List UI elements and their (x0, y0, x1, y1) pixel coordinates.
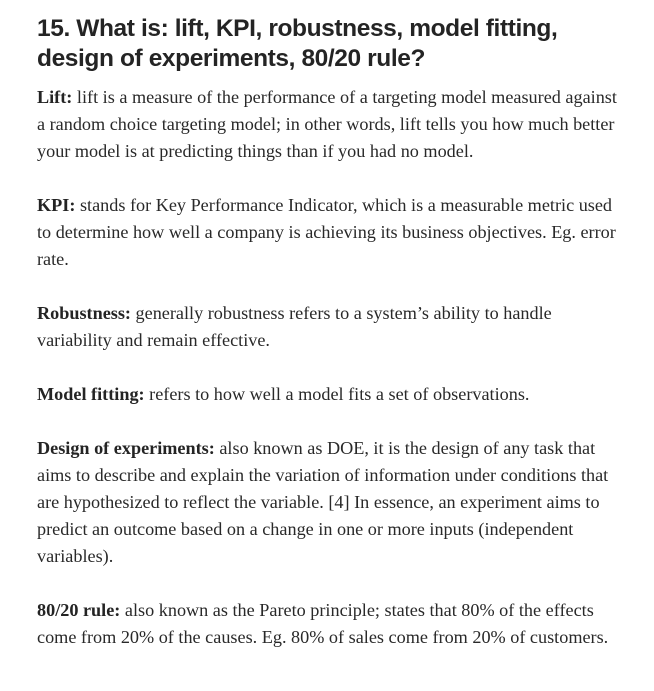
definition-text-design-of-experiments: also known as DOE, it is the design of a… (37, 438, 609, 566)
definition-design-of-experiments: Design of experiments: also known as DOE… (37, 435, 627, 570)
definition-80-20-rule: 80/20 rule: also known as the Pareto pri… (37, 597, 627, 651)
definition-text-80-20-rule: also known as the Pareto principle; stat… (37, 600, 609, 647)
article-body: 15. What is: lift, KPI, robustness, mode… (37, 14, 627, 651)
term-design-of-experiments: Design of experiments: (37, 438, 215, 458)
definition-model-fitting: Model fitting: refers to how well a mode… (37, 381, 627, 408)
term-lift: Lift: (37, 87, 73, 107)
definition-text-lift: lift is a measure of the performance of … (37, 87, 617, 161)
term-80-20-rule: 80/20 rule: (37, 600, 121, 620)
definition-text-model-fitting: refers to how well a model fits a set of… (144, 384, 530, 404)
definition-text-robustness: generally robustness refers to a system’… (37, 303, 552, 350)
definition-robustness: Robustness: generally robustness refers … (37, 300, 627, 354)
term-kpi: KPI: (37, 195, 76, 215)
definition-lift: Lift: lift is a measure of the performan… (37, 84, 627, 165)
section-heading: 15. What is: lift, KPI, robustness, mode… (37, 15, 558, 72)
definition-kpi: KPI: stands for Key Performance Indicato… (37, 192, 627, 273)
term-model-fitting: Model fitting: (37, 384, 145, 404)
definition-text-kpi: stands for Key Performance Indicator, wh… (37, 195, 616, 269)
term-robustness: Robustness: (37, 303, 131, 323)
